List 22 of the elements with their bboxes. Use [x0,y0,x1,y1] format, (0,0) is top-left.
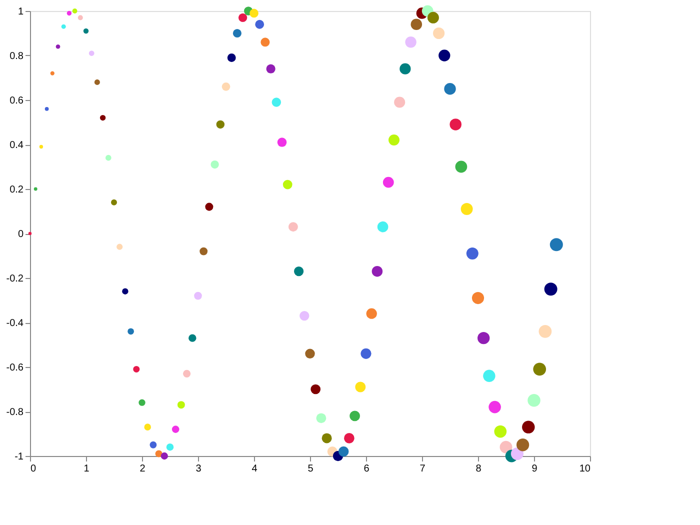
x-tick-label: 5 [308,464,314,474]
x-tick-label: 9 [532,464,538,474]
y-tick-label: -1 [14,452,24,462]
y-tick-label: -0.4 [6,318,24,329]
y-tick-label: 0.4 [10,140,24,151]
x-tick-label: 1 [84,464,90,474]
y-tick-label: 0.8 [10,51,24,62]
x-tick-label: 8 [476,464,482,474]
y-tick-label: 0 [18,229,24,240]
y-tick-label: 1 [18,6,24,18]
x-tick-label: 10 [579,464,591,474]
y-tick-label: -0.6 [6,362,24,374]
y-tick-label: -0.8 [6,407,24,418]
y-tick-label: -0.2 [6,274,24,284]
y-tick-label: 0.6 [10,96,24,106]
x-tick-label: 4 [252,464,258,474]
x-tick-label: 2 [140,464,146,474]
x-tick-label: 7 [420,464,426,474]
x-tick-label: 6 [364,464,370,474]
x-tick-label: 3 [196,464,202,474]
y-tick-label: 0.2 [10,184,24,196]
x-tick-label: 0 [30,464,36,474]
